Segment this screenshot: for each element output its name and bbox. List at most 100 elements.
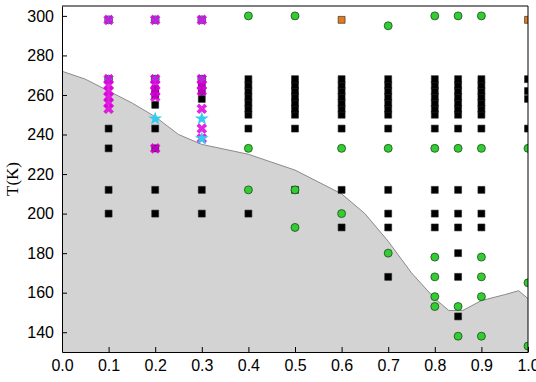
point xyxy=(431,186,438,193)
point xyxy=(198,210,205,217)
point xyxy=(152,101,159,108)
point xyxy=(524,144,528,152)
x-tick: 0.8 xyxy=(424,347,446,374)
point xyxy=(291,223,299,231)
marks xyxy=(62,12,528,352)
y-tick: 280 xyxy=(27,47,67,64)
point xyxy=(338,125,345,132)
point xyxy=(431,76,438,83)
series-circle xyxy=(244,12,528,350)
point xyxy=(244,144,252,152)
x-tick-label: 0.4 xyxy=(238,357,260,374)
series-x xyxy=(101,12,210,156)
point xyxy=(478,125,485,132)
point xyxy=(455,273,462,280)
x-axis-line xyxy=(63,352,529,353)
point xyxy=(431,224,438,231)
point xyxy=(105,186,112,193)
series-star xyxy=(148,111,209,144)
point xyxy=(478,76,485,83)
point xyxy=(477,144,485,152)
y-tick: 220 xyxy=(27,166,67,183)
x-tick: 0.6 xyxy=(331,347,353,374)
point xyxy=(477,253,485,261)
frame xyxy=(528,6,529,352)
x-tick-label: 0.5 xyxy=(284,357,306,374)
point xyxy=(385,273,392,280)
point xyxy=(198,95,205,102)
point xyxy=(455,250,462,257)
point xyxy=(244,186,252,194)
point xyxy=(384,144,392,152)
point xyxy=(195,111,209,124)
point xyxy=(477,332,485,340)
x-tick-mark xyxy=(295,347,296,352)
x-tick-label: 0.2 xyxy=(145,357,167,374)
y-tick-mark xyxy=(62,95,67,96)
y-tick-mark xyxy=(62,16,67,17)
x-tick-mark xyxy=(388,347,389,352)
y-axis-title: T(K) xyxy=(3,162,22,196)
point xyxy=(431,303,439,311)
y-tick-label: 300 xyxy=(27,8,54,25)
point xyxy=(338,210,346,218)
y-tick: 180 xyxy=(27,245,67,262)
point xyxy=(455,125,462,132)
point xyxy=(431,273,439,281)
point xyxy=(194,131,210,147)
point xyxy=(525,95,528,102)
point xyxy=(455,313,462,320)
y-tick-mark xyxy=(62,135,67,136)
y-tick-mark xyxy=(62,174,67,175)
x-tick-label: 0.8 xyxy=(424,357,446,374)
y-tick-label: 280 xyxy=(27,47,54,64)
y-tick-label: 200 xyxy=(27,205,54,222)
point xyxy=(525,16,528,23)
point xyxy=(338,16,345,23)
y-tick-mark xyxy=(62,253,67,254)
point xyxy=(478,224,485,231)
point xyxy=(338,186,345,193)
x-tick-label: 0.9 xyxy=(471,357,493,374)
x-tick: 0.9 xyxy=(471,347,493,374)
x-tick-mark xyxy=(342,347,343,352)
phase-boundary xyxy=(62,71,528,310)
y-tick-label: 160 xyxy=(27,284,54,301)
point xyxy=(454,12,462,20)
point xyxy=(384,249,392,257)
point xyxy=(101,12,117,28)
y-tick: 300 xyxy=(27,8,67,25)
y-tick-mark xyxy=(62,214,67,215)
point xyxy=(385,186,392,193)
x-tick: 0.2 xyxy=(145,347,167,374)
x-tick: 0.7 xyxy=(378,347,400,374)
x-tick-mark xyxy=(248,347,249,352)
point xyxy=(105,210,112,217)
point xyxy=(455,210,462,217)
point xyxy=(291,186,299,194)
x-tick-mark xyxy=(202,347,203,352)
y-tick-label: 220 xyxy=(27,166,54,183)
x-axis: 0.00.10.20.30.40.50.60.70.80.91.0 xyxy=(51,347,536,374)
point xyxy=(525,88,528,95)
point xyxy=(152,210,159,217)
x-tick: 1.0 xyxy=(517,347,536,374)
point xyxy=(148,111,162,124)
y-axis: 140160180200220240260280300 xyxy=(27,7,67,353)
point xyxy=(194,12,210,28)
series-circle xyxy=(105,16,206,83)
point xyxy=(385,125,392,132)
point xyxy=(525,76,528,83)
y-tick: 140 xyxy=(27,324,67,341)
point xyxy=(478,186,485,193)
point xyxy=(338,224,345,231)
y-tick: 200 xyxy=(27,205,67,222)
point xyxy=(105,125,112,132)
x-tick-label: 0.1 xyxy=(98,357,120,374)
y-tick-label: 180 xyxy=(27,245,54,262)
point xyxy=(194,83,210,99)
x-tick-mark xyxy=(528,347,529,352)
point xyxy=(454,303,462,311)
point xyxy=(455,224,462,231)
point xyxy=(244,12,252,20)
